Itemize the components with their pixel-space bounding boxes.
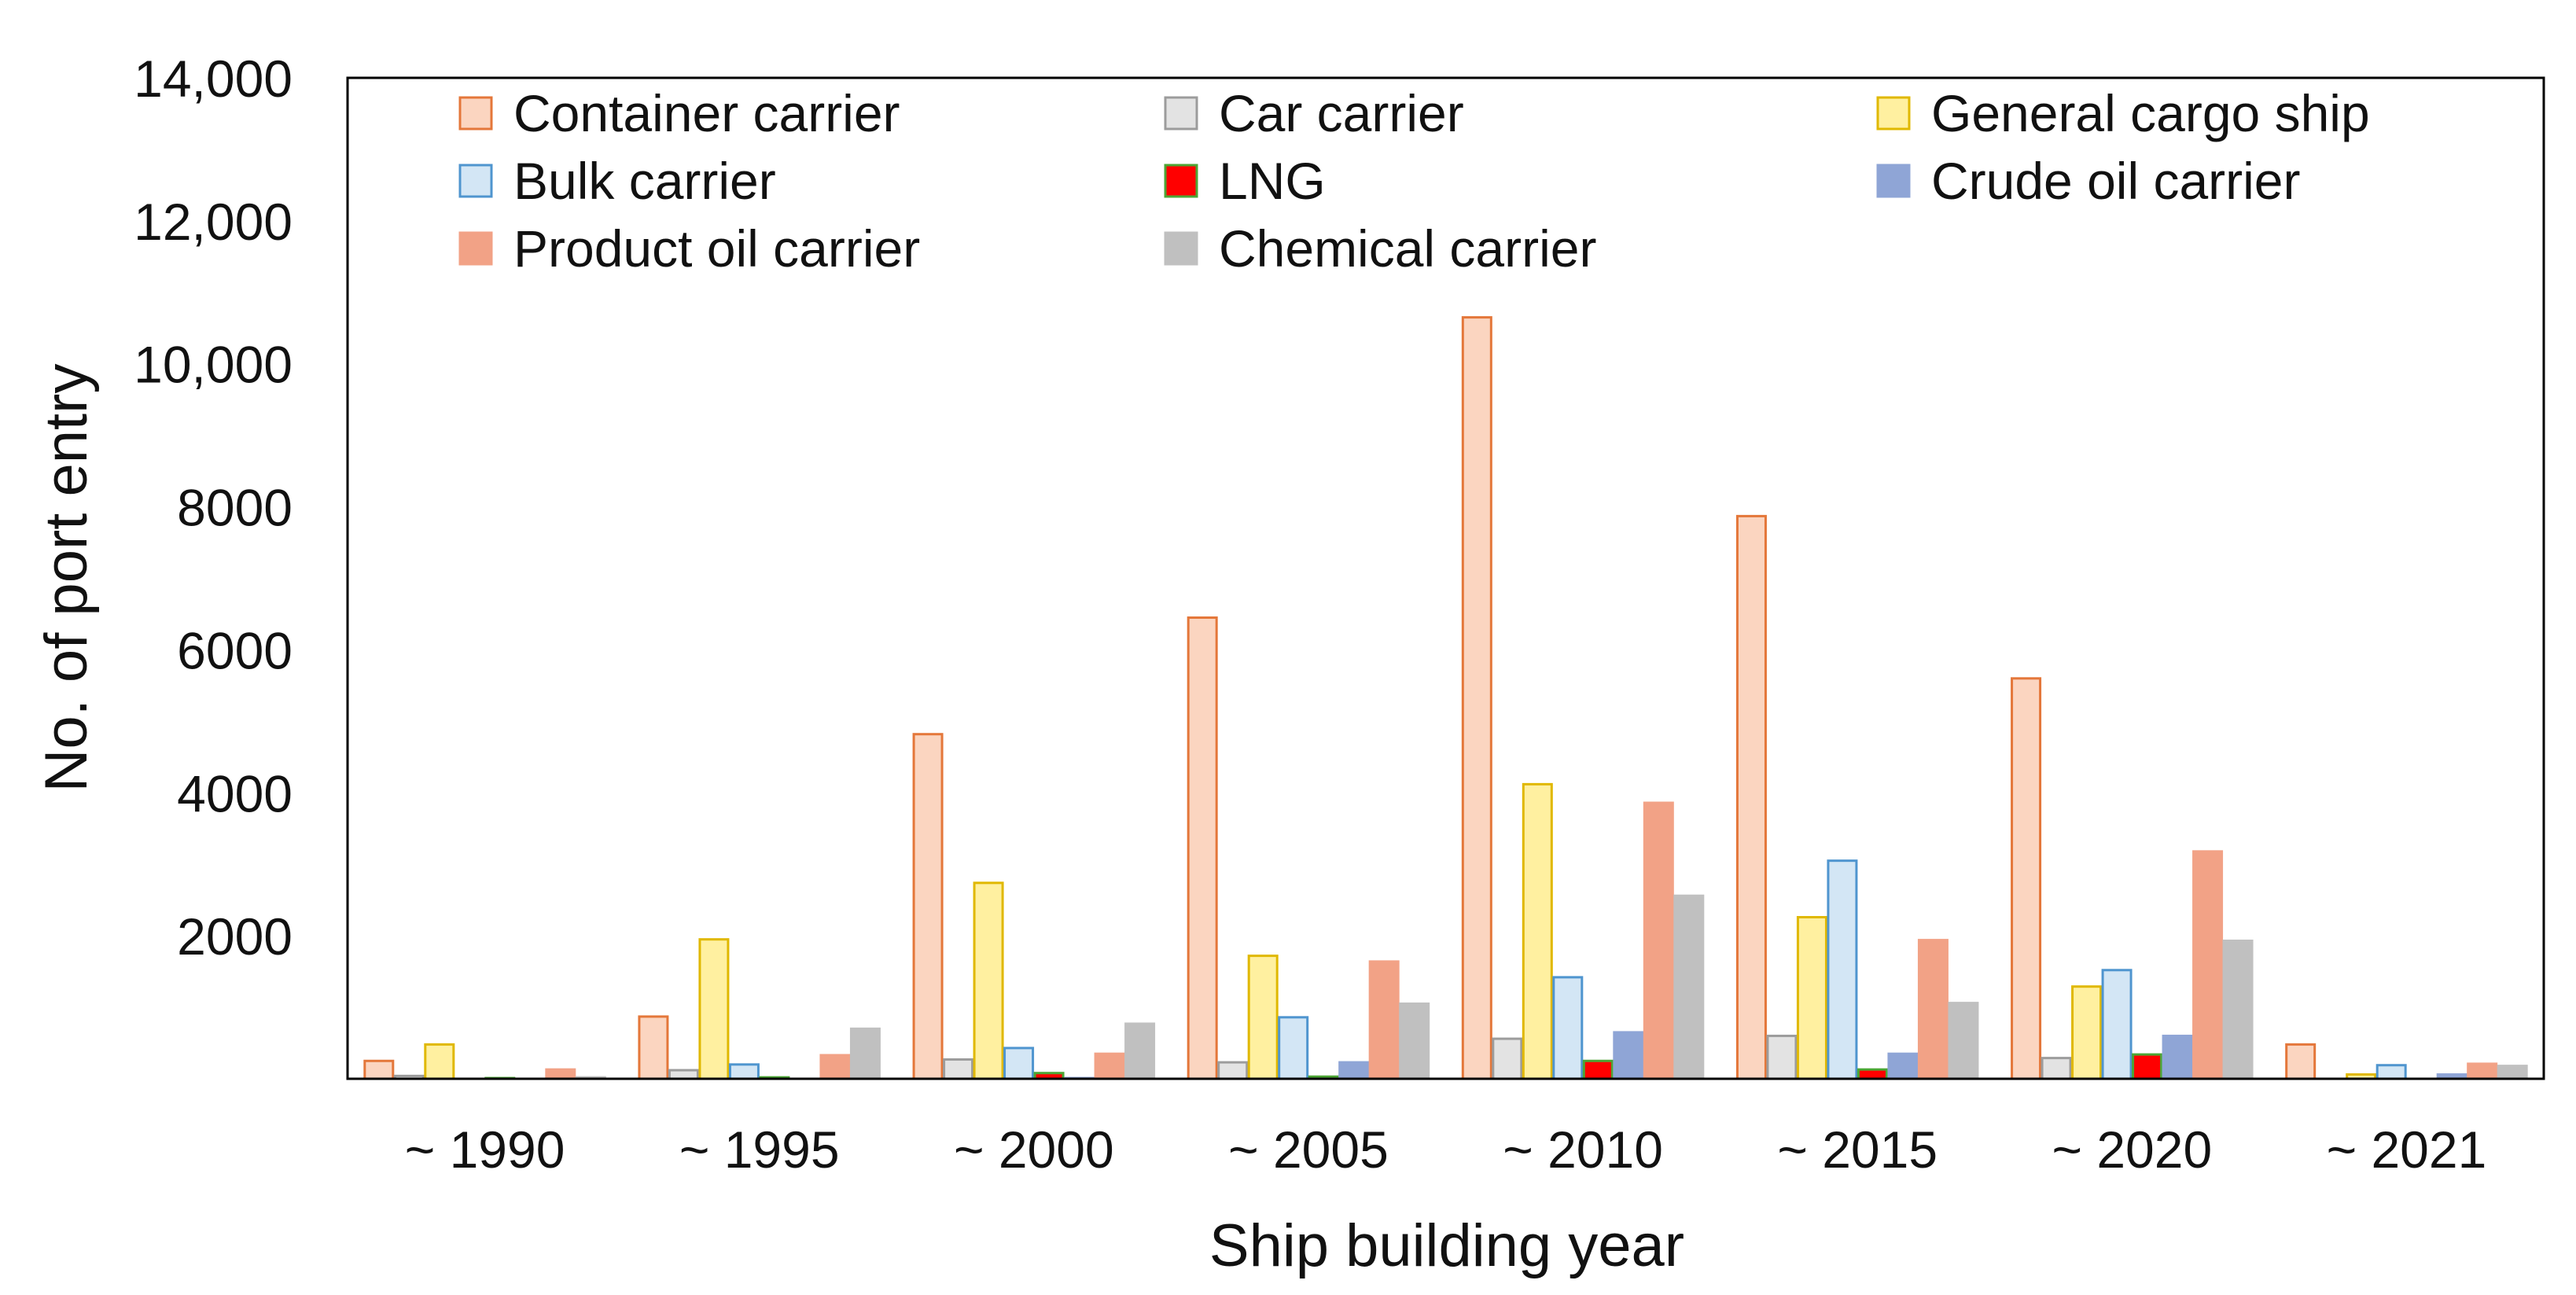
bar-lng bbox=[1582, 1059, 1614, 1080]
y-tick-label: 12,000 bbox=[134, 193, 293, 251]
legend-item-container-carrier: Container carrier bbox=[458, 84, 900, 142]
x-tick-label: ~ 2010 bbox=[1503, 1120, 1663, 1179]
y-tick-label: 4000 bbox=[177, 764, 293, 822]
bar-general-cargo-ship bbox=[424, 1043, 455, 1080]
bar-car-carrier bbox=[668, 1069, 699, 1080]
bar-crude-oil-carrier bbox=[1887, 1052, 1919, 1080]
bar-container-carrier bbox=[363, 1059, 395, 1080]
bar-general-cargo-ship bbox=[698, 938, 730, 1080]
bar-chemical-carrier bbox=[2497, 1065, 2528, 1080]
legend-swatch bbox=[458, 96, 493, 131]
bar-bulk-carrier bbox=[1827, 859, 1858, 1080]
bar-car-carrier bbox=[2041, 1057, 2072, 1080]
legend: Container carrier Car carrier General carg… bbox=[458, 84, 2370, 278]
bar-product-oil-carrier bbox=[1643, 801, 1674, 1080]
legend-label: Container carrier bbox=[513, 84, 900, 142]
bar-container-carrier bbox=[1461, 316, 1492, 1080]
legend-item-chemical-carrier: Chemical carrier bbox=[1164, 219, 1596, 278]
y-tick-label: 10,000 bbox=[134, 336, 293, 394]
bar-chemical-carrier bbox=[849, 1027, 881, 1080]
y-tick-label: 8000 bbox=[177, 479, 293, 537]
bar-container-carrier bbox=[1735, 514, 1767, 1080]
bar-lng bbox=[2132, 1053, 2163, 1080]
y-axis-ticks: 2000 4000 6000 8000 10,000 12,000 14,000 bbox=[134, 50, 293, 966]
legend-swatch bbox=[458, 164, 493, 198]
x-tick-label: ~ 2020 bbox=[2052, 1120, 2212, 1179]
y-axis-label: No. of port entry bbox=[33, 364, 100, 793]
bar-product-oil-carrier bbox=[1917, 939, 1949, 1080]
legend-swatch bbox=[1164, 231, 1198, 266]
bar-lng bbox=[1857, 1068, 1888, 1080]
bar-general-cargo-ship bbox=[1247, 955, 1279, 1080]
bar-product-oil-carrier bbox=[1094, 1052, 1125, 1080]
bar-container-carrier bbox=[2285, 1043, 2317, 1080]
bar-bulk-carrier bbox=[1003, 1047, 1035, 1080]
legend-label: Product oil carrier bbox=[513, 219, 920, 278]
y-tick-label: 14,000 bbox=[134, 50, 293, 108]
bar-general-cargo-ship bbox=[1796, 916, 1827, 1080]
x-tick-label: ~ 2000 bbox=[954, 1120, 1114, 1179]
bar-container-carrier bbox=[912, 733, 944, 1080]
plot-area-frame bbox=[346, 76, 2545, 1080]
legend-label: Chemical carrier bbox=[1219, 219, 1596, 278]
bar-car-carrier bbox=[1766, 1034, 1798, 1080]
x-tick-label: ~ 1995 bbox=[679, 1120, 840, 1179]
legend-item-lng: LNG bbox=[1164, 152, 1326, 210]
bar-product-oil-carrier bbox=[819, 1054, 851, 1080]
legend-swatch bbox=[458, 231, 493, 266]
bar-car-carrier bbox=[943, 1058, 974, 1080]
legend-label: General cargo ship bbox=[1931, 84, 2370, 142]
bar-general-cargo-ship bbox=[1522, 782, 1553, 1080]
legend-swatch bbox=[1164, 96, 1198, 131]
y-tick-label: 2000 bbox=[177, 907, 293, 966]
bar-chemical-carrier bbox=[1948, 1002, 1979, 1080]
bar-car-carrier bbox=[1217, 1061, 1249, 1080]
bar-bulk-carrier bbox=[1552, 976, 1584, 1080]
legend-swatch bbox=[1876, 164, 1911, 198]
bar-container-carrier bbox=[1187, 616, 1218, 1080]
legend-item-bulk-carrier: Bulk carrier bbox=[458, 152, 776, 210]
x-axis-label: Ship building year bbox=[1209, 1212, 1684, 1279]
legend-item-crude-oil-carrier: Crude oil carrier bbox=[1876, 152, 2300, 210]
x-tick-label: ~ 1990 bbox=[405, 1120, 565, 1179]
y-tick-label: 6000 bbox=[177, 621, 293, 679]
bar-container-carrier bbox=[638, 1015, 669, 1080]
bar-chemical-carrier bbox=[2222, 940, 2254, 1080]
x-tick-label: ~ 2021 bbox=[2327, 1120, 2487, 1179]
bar-general-cargo-ship bbox=[2071, 985, 2103, 1080]
bar-bulk-carrier bbox=[2375, 1064, 2407, 1080]
legend-swatch bbox=[1164, 164, 1198, 198]
x-tick-label: ~ 2015 bbox=[1777, 1120, 1938, 1179]
legend-label: Car carrier bbox=[1219, 84, 1464, 142]
bar-chemical-carrier bbox=[1399, 1003, 1430, 1080]
bar-crude-oil-carrier bbox=[1613, 1031, 1644, 1080]
bar-chemical-carrier bbox=[1124, 1022, 1156, 1080]
x-axis-ticks: ~ 1990 ~ 1995 ~ 2000 ~ 2005 ~ 2010 ~ 2015 ~ 20… bbox=[405, 1120, 2487, 1179]
bar-general-cargo-ship bbox=[973, 881, 1004, 1080]
bar-crude-oil-carrier bbox=[2162, 1034, 2193, 1080]
legend-label: LNG bbox=[1219, 152, 1326, 210]
legend-swatch bbox=[1876, 96, 1911, 131]
legend-item-car-carrier: Car carrier bbox=[1164, 84, 1464, 142]
legend-item-product-oil-carrier: Product oil carrier bbox=[458, 219, 920, 278]
bar-bulk-carrier bbox=[2101, 969, 2133, 1080]
bar-crude-oil-carrier bbox=[1338, 1061, 1370, 1080]
x-tick-label: ~ 2005 bbox=[1228, 1120, 1389, 1179]
bar-product-oil-carrier bbox=[2192, 850, 2224, 1080]
legend-item-general-cargo-ship: General cargo ship bbox=[1876, 84, 2370, 142]
bar-car-carrier bbox=[1492, 1037, 1523, 1080]
bar-product-oil-carrier bbox=[2467, 1062, 2498, 1080]
legend-label: Crude oil carrier bbox=[1931, 152, 2300, 210]
bar-product-oil-carrier bbox=[1368, 960, 1400, 1080]
bars bbox=[363, 316, 2528, 1080]
bar-bulk-carrier bbox=[728, 1063, 760, 1080]
bar-bulk-carrier bbox=[1278, 1016, 1309, 1080]
legend-label: Bulk carrier bbox=[513, 152, 776, 210]
bar-container-carrier bbox=[2011, 677, 2042, 1080]
bar-product-oil-carrier bbox=[545, 1068, 576, 1080]
bar-chemical-carrier bbox=[1673, 894, 1705, 1080]
